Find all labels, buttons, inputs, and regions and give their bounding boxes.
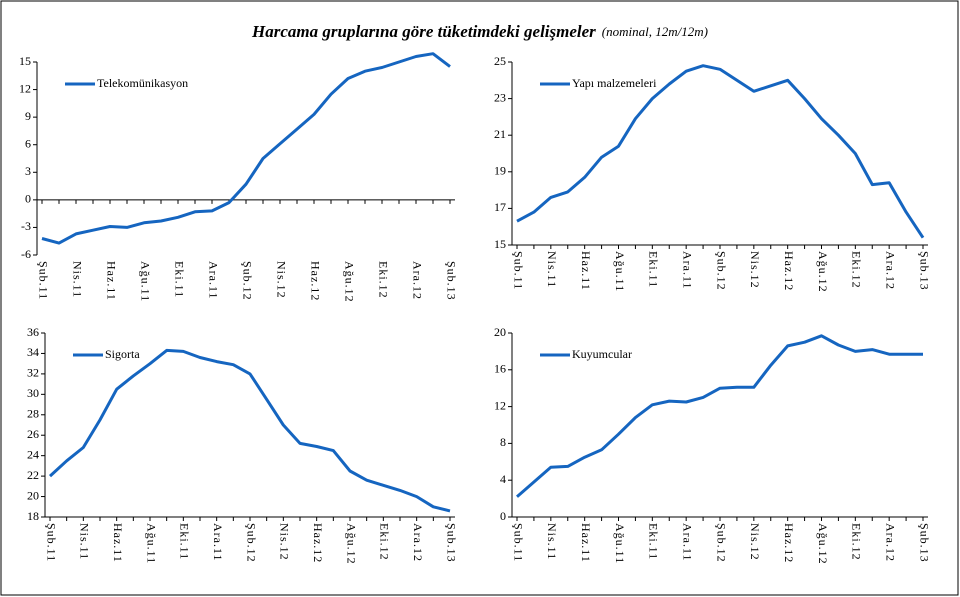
y-tick-label: 24 (27, 447, 39, 461)
legend-label: Kuyumcular (572, 347, 632, 361)
x-tick-label: Şub.12 (240, 261, 254, 301)
x-tick-label: Ara.12 (411, 523, 425, 562)
x-tick-label: Şub.13 (917, 523, 931, 563)
line (41, 52, 451, 245)
y-tick-label: -6 (21, 247, 31, 261)
x-tick-label: Haz.12 (308, 261, 322, 301)
x-tick-label: Ağu.11 (613, 251, 627, 292)
y-tick-label: 9 (25, 109, 31, 123)
y-tick-label: 28 (27, 407, 39, 421)
x-tick-label: Haz.12 (782, 251, 796, 291)
chart-title: Harcama gruplarına göre tüketimdeki geli… (251, 22, 596, 41)
x-tick-label: Ağu.11 (144, 523, 158, 564)
x-tick-label: Eki.12 (378, 523, 392, 561)
chart-subtitle: (nominal, 12m/12m) (602, 24, 708, 39)
x-tick-label: Ara.12 (410, 261, 424, 300)
y-tick-label: 16 (494, 362, 506, 376)
line (48, 348, 451, 513)
y-tick-label: 15 (19, 54, 31, 68)
y-tick-label: 19 (494, 164, 506, 178)
y-tick-label: 30 (27, 386, 39, 400)
y-tick-label: 36 (27, 325, 39, 339)
y-tick-label: 12 (19, 81, 31, 95)
x-tick-label: Eki.11 (172, 261, 186, 298)
x-tick-label: Eki.12 (850, 523, 864, 561)
x-tick-label: Ağu.12 (342, 261, 356, 303)
x-tick-label: Nis.12 (278, 523, 292, 561)
y-tick-label: 22 (27, 468, 39, 482)
y-tick-label: 8 (500, 435, 506, 449)
x-tick-label: Eki.12 (850, 251, 864, 289)
x-tick-label: Eki.11 (647, 251, 661, 288)
x-tick-label: Eki.12 (376, 261, 390, 299)
y-tick-label: 0 (500, 509, 506, 523)
x-tick-label: Ara.11 (680, 251, 694, 290)
y-tick-label: 32 (27, 366, 39, 380)
x-tick-label: Şub.11 (511, 251, 525, 290)
x-tick-label: Nis.12 (274, 261, 288, 299)
y-tick-label: -3 (21, 219, 31, 233)
x-tick-label: Ağu.12 (344, 523, 358, 565)
x-tick-label: Nis.12 (748, 251, 762, 289)
x-tick-label: Şub.13 (444, 523, 458, 563)
x-tick-label: Haz.11 (104, 261, 118, 301)
x-tick-label: Nis.11 (545, 251, 559, 288)
y-tick-label: 3 (25, 164, 31, 178)
x-tick-label: Ağu.11 (613, 523, 627, 564)
x-tick-label: Ara.12 (883, 523, 897, 562)
x-tick-label: Haz.11 (579, 523, 593, 563)
x-tick-label: Şub.13 (444, 261, 458, 301)
x-tick-label: Ara.11 (680, 523, 694, 562)
line (516, 64, 925, 239)
x-tick-label: Ara.11 (206, 261, 220, 300)
y-tick-label: 21 (494, 127, 506, 141)
x-tick-label: Şub.11 (36, 261, 50, 300)
y-tick-label: 23 (494, 90, 506, 104)
x-tick-label: Şub.12 (714, 251, 728, 291)
y-tick-label: 6 (25, 136, 31, 150)
y-tick-label: 34 (27, 345, 39, 359)
x-tick-label: Haz.11 (579, 251, 593, 291)
x-tick-label: Şub.12 (244, 523, 258, 563)
x-tick-label: Eki.11 (647, 523, 661, 560)
x-tick-label: Haz.12 (782, 523, 796, 563)
x-tick-label: Ağu.12 (816, 251, 830, 293)
x-tick-label: Ağu.12 (816, 523, 830, 565)
x-tick-label: Şub.11 (44, 523, 58, 562)
x-tick-label: Ara.11 (211, 523, 225, 562)
legend-label: Telekomünikasyon (97, 76, 188, 90)
legend-label: Yapı malzemeleri (572, 76, 657, 90)
line (516, 334, 923, 498)
x-tick-label: Nis.11 (78, 523, 92, 560)
y-tick-label: 4 (500, 472, 506, 486)
x-tick-label: Ağu.11 (138, 261, 152, 302)
chart-title-group: Harcama gruplarına göre tüketimdeki geli… (251, 22, 708, 41)
y-tick-label: 26 (27, 427, 39, 441)
y-tick-label: 20 (27, 488, 39, 502)
x-tick-label: Şub.13 (917, 251, 931, 291)
x-tick-label: Haz.11 (111, 523, 125, 563)
legend-label: Sigorta (105, 347, 140, 361)
y-tick-label: 18 (27, 509, 39, 523)
x-tick-label: Nis.11 (545, 523, 559, 560)
y-tick-label: 20 (494, 325, 506, 339)
y-tick-label: 15 (494, 237, 506, 251)
x-tick-label: Şub.11 (511, 523, 525, 562)
x-tick-label: Eki.11 (178, 523, 192, 560)
x-tick-label: Haz.12 (311, 523, 325, 563)
x-tick-label: Nis.11 (70, 261, 84, 298)
x-tick-label: Ara.12 (883, 251, 897, 290)
y-tick-label: 0 (25, 192, 31, 206)
y-tick-label: 12 (494, 398, 506, 412)
y-tick-label: 17 (494, 200, 506, 214)
x-tick-label: Şub.12 (714, 523, 728, 563)
y-tick-label: 25 (494, 54, 506, 68)
x-tick-label: Nis.12 (748, 523, 762, 561)
